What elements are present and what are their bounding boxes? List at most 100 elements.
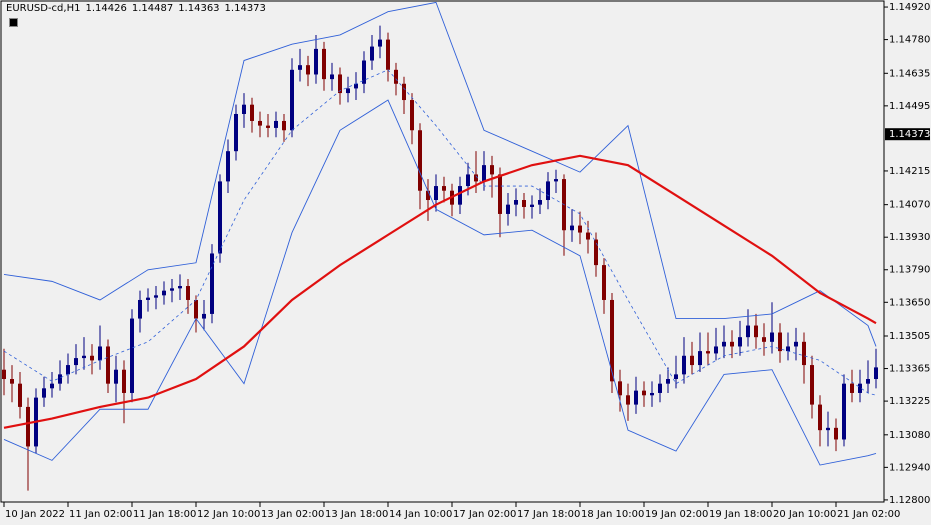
candle-body: [202, 313, 206, 319]
candle-body: [602, 265, 606, 300]
candle-body: [802, 341, 806, 366]
candle-body: [490, 165, 494, 175]
candle-body: [482, 165, 486, 182]
candle-body: [706, 351, 710, 354]
candle-body: [242, 104, 246, 114]
candle-body: [394, 69, 398, 84]
candle-body: [554, 179, 558, 182]
x-tick-label: 20 Jan 10:00: [773, 509, 836, 520]
candle-body: [666, 379, 670, 384]
candle-body: [786, 346, 790, 352]
candle-body: [282, 120, 286, 131]
candle-body: [98, 346, 102, 361]
candle-body: [850, 383, 854, 393]
candle-body: [258, 120, 262, 126]
candle-body: [194, 299, 198, 319]
candle-body: [106, 346, 110, 384]
candle-body: [122, 369, 126, 393]
x-tick-label: 21 Jan 02:00: [837, 509, 900, 520]
candle-body: [306, 65, 310, 75]
candle-body: [626, 395, 630, 405]
axes: 1.14920 1.14780 1.14635 1.14495 1.14215 1.140…: [3, 2, 930, 520]
x-tick-label: 14 Jan 10:00: [389, 509, 452, 520]
candle-body: [226, 151, 230, 182]
candle-body: [234, 113, 238, 152]
candle-body: [522, 200, 526, 207]
candle-body: [146, 297, 150, 300]
candle-body: [2, 369, 6, 380]
candle-body: [858, 383, 862, 393]
plot-area: [0, 0, 885, 503]
indicator-line: [3, 154, 877, 429]
header-open: 1.14426: [85, 3, 127, 14]
candle-body: [826, 427, 830, 431]
candle-body: [250, 104, 254, 121]
candle-body: [82, 355, 86, 359]
candle-body: [58, 374, 62, 384]
candle-body: [170, 288, 174, 291]
candle-body: [50, 383, 54, 389]
candle-body: [378, 39, 382, 47]
candle-body: [138, 299, 142, 319]
indicator-icon: [9, 18, 18, 27]
x-tick-label: 13 Jan 18:00: [325, 509, 388, 520]
candle-body: [762, 337, 766, 342]
candle-body: [354, 83, 358, 89]
candle-body: [362, 60, 366, 84]
candle-body: [506, 204, 510, 214]
candle-body: [722, 341, 726, 347]
x-tick-label: 12 Jan 10:00: [197, 509, 260, 520]
candle-body: [738, 337, 742, 347]
current-price-box: [885, 128, 930, 141]
y-tick-label: 1.14495: [889, 101, 930, 112]
current-price-label: 1.14373: [889, 129, 930, 140]
candle-body: [658, 383, 662, 393]
candle-body: [746, 325, 750, 338]
candle-body: [778, 332, 782, 352]
candle-body: [570, 225, 574, 231]
candle-body: [474, 174, 478, 182]
candle-body: [266, 125, 270, 128]
x-tick-label: 19 Jan 02:00: [645, 509, 708, 520]
y-tick-label: 1.13080: [889, 430, 930, 441]
candle-body: [754, 325, 758, 338]
indicator-line: [3, 1, 877, 347]
candle-body: [842, 383, 846, 440]
y-tick-label: 1.12800: [889, 495, 930, 506]
candle-body: [866, 379, 870, 384]
x-tick-label: 17 Jan 02:00: [453, 509, 516, 520]
candle-body: [210, 253, 214, 314]
candle-body: [514, 200, 518, 205]
y-tick-label: 1.13930: [889, 232, 930, 243]
candle-body: [322, 48, 326, 80]
candle-body: [162, 290, 166, 296]
symbol: EURUSD-cd,H1: [6, 3, 81, 14]
candle-body: [314, 48, 318, 75]
candle-body: [26, 406, 30, 447]
candle-body: [346, 88, 350, 94]
candle-body: [650, 392, 654, 396]
x-tick-label: 17 Jan 18:00: [517, 509, 580, 520]
x-tick-label: 19 Jan 18:00: [709, 509, 772, 520]
x-tick-label: 11 Jan 18:00: [133, 509, 196, 520]
candle-body: [586, 232, 590, 240]
candle-body: [634, 390, 638, 405]
candle-body: [730, 341, 734, 347]
candle-body: [10, 379, 14, 384]
y-tick-label: 1.14070: [889, 200, 930, 211]
candle-body: [594, 239, 598, 266]
candle-body: [714, 346, 718, 354]
candle-body: [690, 355, 694, 366]
candle-body: [770, 332, 774, 342]
header-close: 1.14373: [224, 3, 266, 14]
candle-body: [578, 225, 582, 233]
candle-body: [114, 369, 118, 384]
candle-body: [154, 295, 158, 298]
y-tick-label: 1.13505: [889, 331, 930, 342]
candle-body: [186, 286, 190, 300]
candle-body: [74, 358, 78, 366]
y-tick-label: 1.14215: [889, 166, 930, 177]
x-tick-label: 11 Jan 02:00: [69, 509, 132, 520]
y-tick-label: 1.14635: [889, 68, 930, 79]
candle-body: [418, 130, 422, 191]
